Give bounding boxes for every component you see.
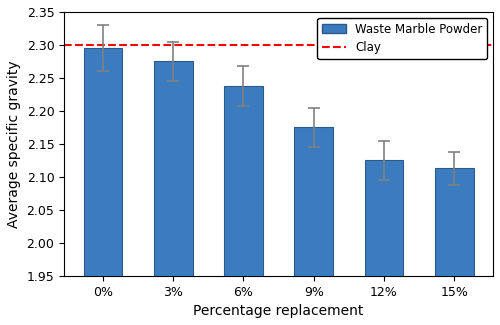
Bar [84,48,122,325]
Bar [435,168,474,325]
Bar [294,127,333,325]
X-axis label: Percentage replacement: Percentage replacement [194,304,364,318]
Bar [224,86,263,325]
Bar [154,61,192,325]
Legend: Waste Marble Powder, Clay: Waste Marble Powder, Clay [318,18,487,59]
Y-axis label: Average specific gravity: Average specific gravity [7,60,21,228]
Bar [364,160,404,325]
